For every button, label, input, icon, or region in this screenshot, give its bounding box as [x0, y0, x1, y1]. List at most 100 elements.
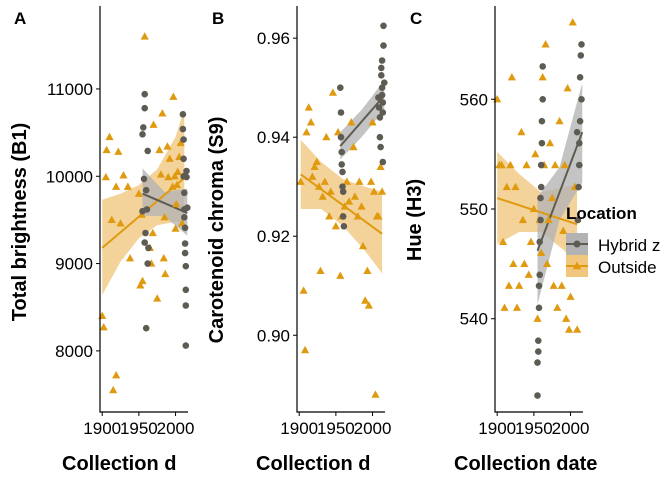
- point-outside: [169, 92, 178, 100]
- point-outside: [364, 301, 373, 309]
- point-outside: [136, 281, 145, 289]
- x-axis-title-a: Collection d: [62, 453, 176, 475]
- point-hybrid-z: [338, 148, 346, 156]
- point-hybrid-z: [183, 173, 190, 181]
- point-hybrid-z: [142, 229, 149, 237]
- point-outside: [176, 138, 185, 147]
- point-outside: [333, 127, 343, 136]
- point-hybrid-z: [537, 183, 545, 191]
- point-hybrid-z: [575, 183, 582, 191]
- x-tick-label: 1900: [83, 419, 121, 438]
- y-tick-label: 9000: [55, 255, 93, 274]
- point-hybrid-z: [179, 111, 187, 118]
- point-outside: [538, 73, 547, 81]
- point-hybrid-z: [184, 204, 191, 211]
- point-hybrid-z: [534, 359, 541, 366]
- point-outside: [511, 182, 520, 191]
- point-hybrid-z: [182, 342, 190, 349]
- point-outside: [366, 177, 376, 185]
- point-outside: [163, 142, 172, 150]
- point-outside: [170, 171, 179, 180]
- point-hybrid-z: [140, 175, 148, 183]
- point-hybrid-z: [576, 139, 583, 147]
- point-outside: [328, 88, 338, 96]
- point-hybrid-z: [182, 302, 190, 309]
- point-outside: [541, 40, 550, 48]
- point-outside: [526, 237, 536, 246]
- point-outside: [504, 281, 514, 289]
- point-hybrid-z: [181, 224, 189, 232]
- point-hybrid-z: [380, 22, 387, 30]
- x-tick-label: 1950: [120, 419, 158, 438]
- point-outside: [306, 118, 316, 126]
- x-tick-label: 1900: [280, 419, 318, 438]
- legend-key-marker: [573, 240, 581, 248]
- point-hybrid-z: [183, 167, 190, 175]
- y-tick-label: 0.96: [257, 29, 290, 48]
- y-tick-label: 0.94: [257, 128, 290, 147]
- point-outside: [107, 215, 116, 224]
- point-hybrid-z: [376, 114, 384, 121]
- point-outside: [502, 182, 511, 191]
- y-axis-title-b: Carotenoid chroma (S9): [206, 117, 228, 344]
- fit-line-outside: [300, 173, 383, 235]
- point-outside: [153, 294, 162, 302]
- point-outside: [506, 160, 515, 169]
- point-outside: [155, 145, 164, 154]
- x-tick-label: 1950: [317, 419, 355, 438]
- point-hybrid-z: [337, 109, 345, 116]
- point-hybrid-z: [182, 262, 190, 270]
- point-hybrid-z: [181, 189, 188, 197]
- fit-line-hybrid-z: [339, 94, 386, 147]
- point-hybrid-z: [139, 131, 146, 138]
- legend: Location Hybrid z Outside: [566, 204, 660, 277]
- point-outside: [555, 116, 564, 125]
- point-hybrid-z: [140, 124, 147, 131]
- ci-band-outside: [300, 139, 383, 274]
- point-outside: [518, 215, 527, 224]
- point-hybrid-z: [378, 72, 385, 79]
- point-hybrid-z: [141, 104, 148, 112]
- y-axis-title-c: Hue (H3): [404, 179, 426, 261]
- point-hybrid-z: [536, 238, 543, 246]
- point-outside: [98, 311, 107, 320]
- point-outside: [123, 182, 132, 190]
- point-hybrid-z: [144, 260, 151, 267]
- y-tick-label: 10000: [46, 167, 93, 186]
- point-outside: [316, 266, 325, 274]
- point-hybrid-z: [577, 52, 585, 59]
- point-outside: [568, 18, 577, 26]
- point-outside: [537, 248, 546, 256]
- point-hybrid-z: [179, 125, 187, 133]
- point-hybrid-z: [535, 282, 543, 290]
- point-outside: [302, 127, 311, 136]
- point-outside: [529, 204, 538, 213]
- point-outside: [331, 222, 340, 230]
- point-outside: [522, 160, 531, 169]
- point-outside: [560, 160, 569, 169]
- point-hybrid-z: [578, 41, 585, 48]
- point-hybrid-z: [539, 63, 546, 70]
- legend-key-outside: [566, 255, 588, 277]
- x-tick-label: 2000: [552, 419, 590, 438]
- point-outside: [325, 212, 334, 220]
- point-outside: [563, 83, 572, 92]
- point-hybrid-z: [337, 84, 344, 91]
- point-hybrid-z: [181, 249, 189, 257]
- x-tick-label: 2000: [354, 419, 392, 438]
- point-outside: [361, 296, 370, 304]
- y-axis-title-a: Total brightness (B1): [9, 123, 31, 322]
- point-outside: [553, 303, 562, 311]
- point-hybrid-z: [378, 57, 386, 64]
- point-outside: [164, 172, 173, 181]
- point-hybrid-z: [535, 337, 542, 345]
- x-tick-label: 1950: [515, 419, 553, 438]
- y-tick-label: 0.92: [257, 227, 290, 246]
- point-hybrid-z: [339, 188, 347, 195]
- point-hybrid-z: [141, 239, 148, 246]
- point-hybrid-z: [578, 96, 585, 103]
- y-tick-label: 11000: [47, 80, 93, 99]
- point-outside: [161, 269, 170, 278]
